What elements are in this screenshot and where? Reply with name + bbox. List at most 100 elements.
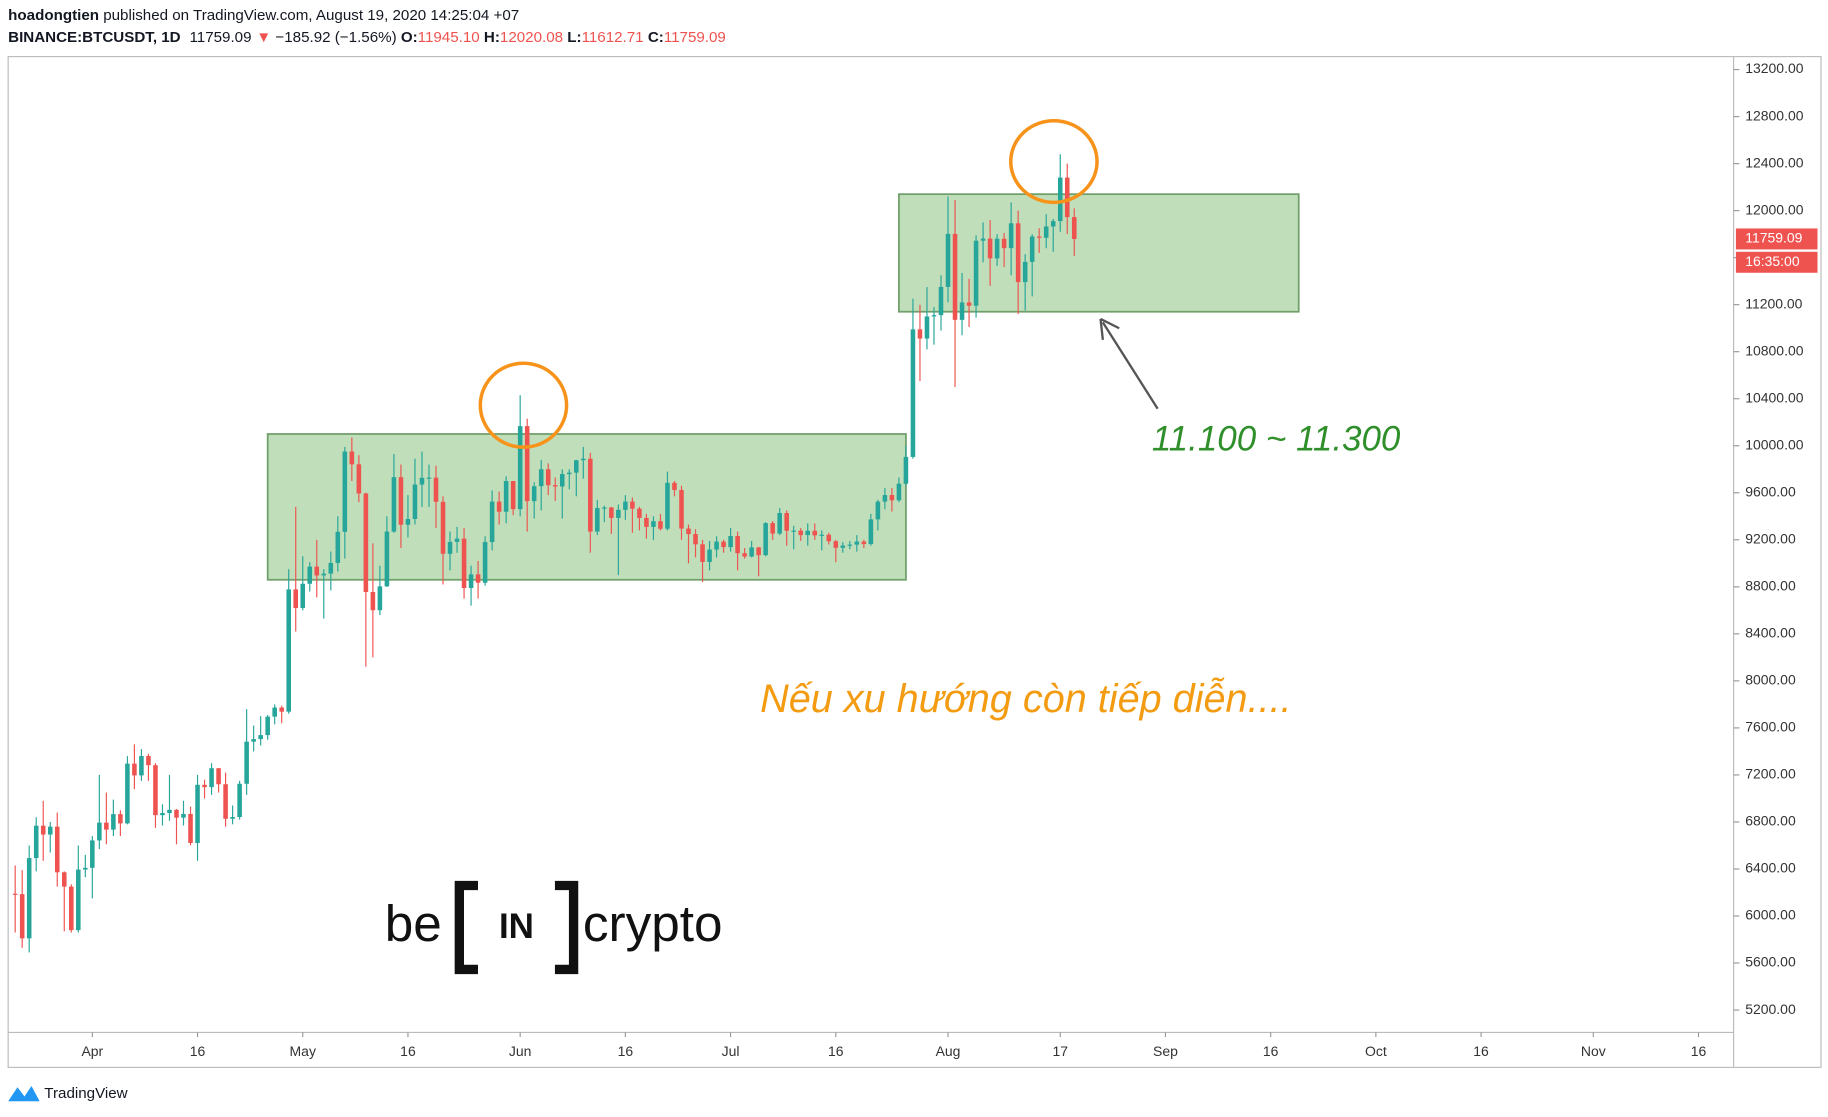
candle-body [559,474,565,487]
x-tick-label: May [290,1043,316,1059]
candle-body [665,482,670,529]
logo-left: be [385,895,442,952]
y-tick-label: 9200.00 [1745,530,1796,546]
logo: be IN crypto [385,880,723,975]
x-tick-label: 16 [400,1043,416,1059]
trend-annotation: Nếu xu hướng còn tiếp diễn.... [760,677,1292,721]
candle-body [104,822,109,830]
candle-body [566,472,572,475]
candle-body [581,458,586,461]
zones [266,193,1300,581]
highlight-circle [1009,118,1099,205]
y-tick-label: 6400.00 [1745,860,1796,876]
candle-body [391,477,397,532]
candle-body [496,501,502,512]
y-tick-label: 7600.00 [1745,719,1796,735]
candle-body [735,536,740,554]
candle-body [630,501,635,509]
candle-body [749,547,754,557]
candle-body [840,545,846,548]
candle-body [980,238,986,241]
candle-body [672,482,677,490]
candle-body [237,783,242,818]
candle-body [700,544,705,562]
candle-body [861,541,867,545]
symbol: BINANCE:BTCUSDT, 1D [8,29,181,46]
candle-body [111,814,116,830]
x-tick-label: 16 [1263,1043,1279,1059]
y-tick-label: 12400.00 [1745,154,1803,170]
candle-body [223,784,228,819]
y-tick-label: 8400.00 [1745,625,1796,641]
candle-body [854,541,860,545]
candle-body [230,817,235,819]
candle-body [244,741,249,784]
candle-body [258,735,263,740]
candle-body [202,784,207,788]
candle-body [959,302,965,320]
y-tick-label: 10800.00 [1745,342,1803,358]
candle-body [160,813,165,816]
x-tick-label: 16 [1691,1043,1707,1059]
candle-body [489,501,495,543]
candle-body [433,477,439,502]
x-tick-label: 16 [618,1043,634,1059]
candle-body [461,538,467,589]
close: 11759.09 [664,29,726,46]
candle-body [714,541,719,550]
x-tick-label: Jun [509,1043,532,1059]
candle-body [454,538,460,542]
footer-text: TradingView [44,1085,127,1102]
candle-body [517,426,523,510]
candle-body [300,583,306,608]
candle-body [251,739,256,742]
low-label: L: [567,29,581,46]
candles [12,154,1077,953]
y-tick-label: 10000.00 [1745,436,1803,452]
candle-body [468,574,474,589]
candle-body [125,763,130,824]
candle-body [868,519,874,545]
candle-body [1015,223,1021,283]
y-tick-label: 11200.00 [1745,295,1802,311]
candle-body [419,477,425,485]
last-price: 11759.09 [189,29,251,46]
candle-body [882,495,888,502]
candle-body [651,521,656,527]
candle-body [286,589,291,712]
x-tick-label: 16 [828,1043,844,1059]
candle-body [335,531,341,563]
high-label: H: [484,29,500,46]
y-tick-label: 8000.00 [1745,672,1796,688]
candle-body [1008,223,1014,249]
y-tick-label: 6800.00 [1745,813,1796,829]
candle-body [1057,177,1063,222]
candle-body [545,469,551,486]
candle-body [763,523,768,556]
candle-body [33,825,39,859]
candle-body [54,826,60,873]
candle-body [174,809,179,818]
candle-body [693,534,698,545]
candle-body [349,451,355,465]
candle-body [938,286,944,316]
footer: TradingView [8,1085,128,1102]
candle-body [370,592,376,611]
candle-body [721,541,726,548]
x-tick-label: Oct [1365,1043,1387,1059]
candle-body [90,840,95,868]
candle-body [356,464,362,494]
x-tick-label: Sep [1153,1043,1178,1059]
candle-body [69,886,74,931]
change: −185.92 (−1.56%) [275,29,396,46]
candle-body [616,509,621,518]
candle-body [377,586,383,611]
candle-body [440,501,446,554]
x-tick-label: 17 [1052,1043,1068,1059]
candle-body [363,493,369,593]
candle-body [83,867,88,870]
published: published on TradingView.com, August 19,… [103,7,519,24]
candle-body [1001,238,1007,249]
candle-body [1043,226,1049,238]
